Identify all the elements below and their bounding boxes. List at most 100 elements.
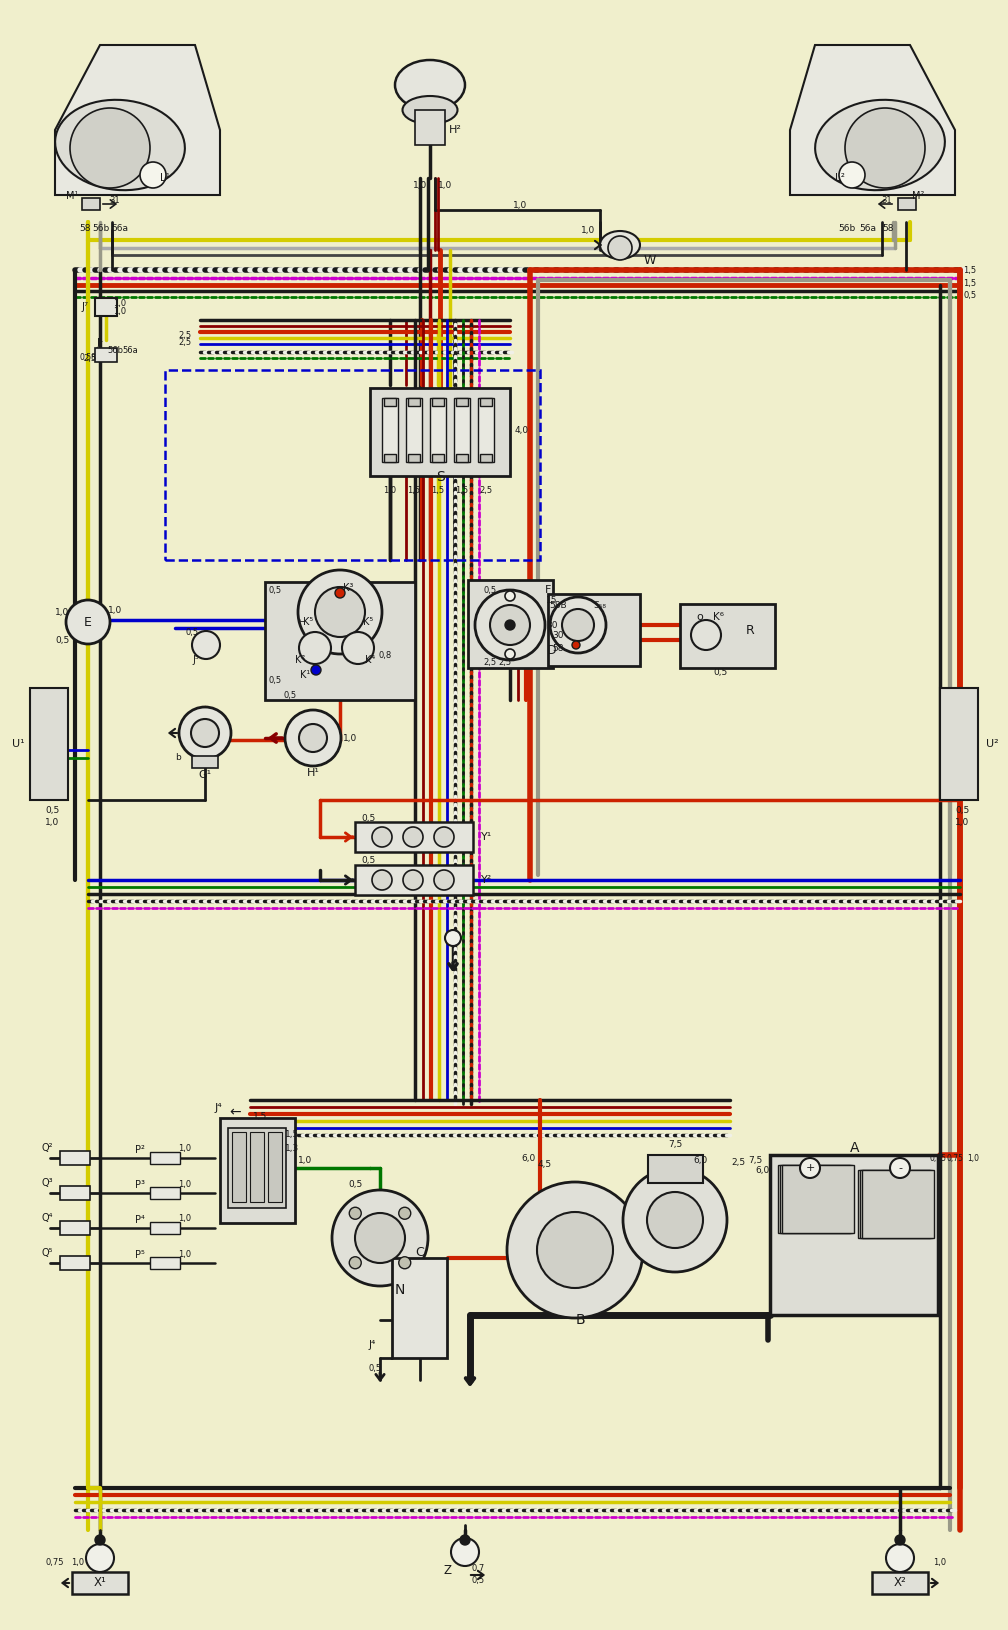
Text: 1,0: 1,0 — [178, 1144, 192, 1154]
Bar — [60, 1221, 90, 1236]
Circle shape — [70, 108, 150, 187]
Text: 1,0: 1,0 — [343, 734, 357, 743]
Text: L²: L² — [835, 173, 845, 183]
Bar — [355, 866, 473, 895]
Text: 1,0: 1,0 — [383, 486, 396, 494]
Bar — [408, 455, 420, 461]
Text: 6,0: 6,0 — [521, 1154, 535, 1162]
Circle shape — [562, 610, 594, 641]
Text: P³: P³ — [135, 1180, 145, 1190]
Text: 0,5: 0,5 — [484, 585, 497, 595]
Bar — [265, 582, 415, 699]
Bar — [480, 455, 492, 461]
Text: 2,5: 2,5 — [480, 486, 493, 494]
Text: 30: 30 — [546, 621, 557, 629]
Text: J⁵: J⁵ — [193, 655, 200, 665]
Text: F: F — [544, 585, 551, 595]
Text: +: + — [805, 1162, 814, 1174]
Text: K⁵: K⁵ — [302, 618, 313, 628]
Text: Q⁵: Q⁵ — [41, 1249, 52, 1258]
Text: P²: P² — [135, 1144, 145, 1156]
Bar — [384, 455, 396, 461]
Text: 0,5: 0,5 — [268, 585, 281, 595]
Text: 56b: 56b — [93, 223, 110, 233]
Text: 0,5: 0,5 — [369, 1364, 382, 1372]
Text: 56a: 56a — [860, 223, 877, 233]
Text: A: A — [851, 1141, 860, 1156]
Text: 2,5: 2,5 — [484, 657, 497, 667]
Bar — [370, 388, 510, 476]
Text: M¹: M¹ — [66, 191, 79, 200]
Circle shape — [140, 161, 166, 187]
Text: 30: 30 — [552, 631, 563, 639]
Circle shape — [403, 870, 423, 890]
Text: 7,5: 7,5 — [668, 1141, 682, 1149]
Text: K²: K² — [295, 655, 305, 665]
Text: 15: 15 — [546, 595, 557, 605]
Text: 31: 31 — [110, 196, 120, 204]
Circle shape — [445, 931, 461, 945]
Text: E: E — [84, 616, 92, 629]
Text: M²: M² — [912, 191, 924, 200]
Text: J⁴: J⁴ — [214, 1104, 222, 1113]
Circle shape — [332, 1190, 428, 1286]
Bar — [862, 1170, 934, 1239]
Text: 1,0: 1,0 — [45, 818, 59, 826]
Circle shape — [66, 600, 110, 644]
Text: 1,0: 1,0 — [581, 225, 595, 235]
Text: 56a: 56a — [112, 223, 128, 233]
Bar — [150, 1222, 180, 1234]
Circle shape — [191, 719, 219, 747]
Bar — [95, 298, 117, 316]
Bar — [406, 398, 422, 461]
Text: 58B: 58B — [549, 600, 566, 610]
Bar — [648, 1156, 703, 1183]
Text: 58: 58 — [80, 223, 91, 233]
Text: K⁴: K⁴ — [365, 655, 375, 665]
Text: Y²: Y² — [482, 875, 493, 885]
Text: 58: 58 — [552, 644, 563, 652]
Circle shape — [86, 1544, 114, 1571]
Bar — [872, 1571, 928, 1594]
Circle shape — [349, 1208, 361, 1219]
Circle shape — [342, 632, 374, 663]
Bar — [456, 455, 468, 461]
Text: 1,3: 1,3 — [285, 1144, 299, 1152]
Circle shape — [298, 570, 382, 654]
Text: 1,0: 1,0 — [513, 200, 527, 210]
Bar — [150, 1257, 180, 1270]
Circle shape — [451, 1539, 479, 1566]
Text: Z: Z — [443, 1563, 451, 1576]
Bar — [95, 347, 117, 362]
Circle shape — [460, 1535, 470, 1545]
Text: X²: X² — [894, 1576, 906, 1589]
Text: Q⁴: Q⁴ — [41, 1213, 52, 1222]
Text: J¹: J¹ — [97, 337, 104, 347]
Text: 6,0: 6,0 — [692, 1156, 708, 1164]
Text: 6,0: 6,0 — [755, 1165, 769, 1175]
Bar — [415, 109, 445, 145]
Text: 1,5: 1,5 — [456, 486, 469, 494]
Text: 1,0: 1,0 — [178, 1180, 192, 1188]
Text: W: W — [644, 254, 656, 266]
Text: 1,0: 1,0 — [178, 1214, 192, 1224]
Text: 1,0: 1,0 — [108, 605, 122, 615]
Bar — [165, 370, 540, 561]
Bar — [770, 1156, 938, 1315]
Circle shape — [299, 632, 331, 663]
Circle shape — [335, 588, 345, 598]
Text: K¹: K¹ — [299, 670, 310, 680]
Bar — [780, 1165, 852, 1232]
Text: 1,0: 1,0 — [114, 298, 127, 308]
Text: N: N — [395, 1283, 405, 1297]
Text: 0,58: 0,58 — [80, 352, 97, 362]
Bar — [268, 1131, 282, 1201]
Text: 1,5: 1,5 — [964, 279, 977, 287]
Circle shape — [608, 236, 632, 261]
Bar — [940, 688, 978, 800]
Text: 0,5: 0,5 — [54, 636, 70, 644]
Text: J⁴: J⁴ — [368, 1340, 376, 1350]
Text: R: R — [746, 624, 754, 636]
Bar — [548, 593, 640, 667]
Text: 0,5: 0,5 — [472, 1576, 485, 1584]
